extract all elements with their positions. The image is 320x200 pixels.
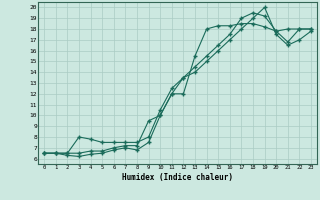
X-axis label: Humidex (Indice chaleur): Humidex (Indice chaleur) bbox=[122, 173, 233, 182]
